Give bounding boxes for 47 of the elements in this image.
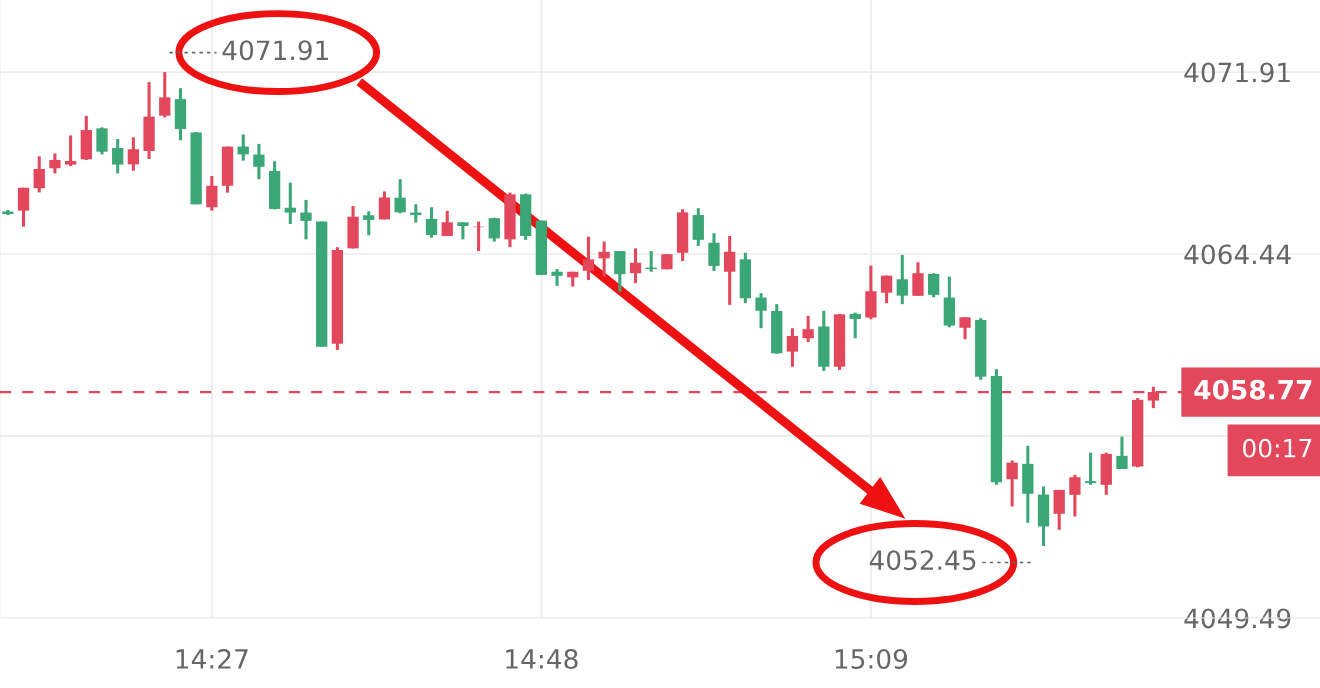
candlestick — [17, 187, 30, 227]
candlestick — [300, 198, 312, 240]
y-tick-label: 4064.44 — [1184, 244, 1291, 265]
candlestick — [896, 253, 908, 306]
text: 00:17 — [1243, 438, 1312, 458]
y-tick-label: 4049.49 — [1184, 608, 1291, 629]
candlestick — [1053, 488, 1065, 530]
candlestick — [159, 72, 171, 118]
candlestick — [912, 262, 924, 296]
candlestick — [928, 273, 940, 298]
candlestick — [708, 233, 720, 272]
candlestick — [1116, 436, 1128, 469]
annotation: 4052.45 — [869, 550, 976, 571]
candlestick — [284, 182, 296, 225]
candlestick — [253, 142, 265, 181]
candlestick — [598, 241, 610, 277]
candlestick — [614, 251, 626, 292]
candlestick — [1084, 452, 1097, 485]
candlestick — [755, 293, 767, 329]
candlestick — [33, 156, 45, 193]
candlestick — [112, 139, 124, 174]
candlestick — [394, 179, 406, 214]
candlestick — [849, 312, 861, 340]
candlestick — [1006, 460, 1018, 507]
x-tick-label: 15:09 — [835, 649, 908, 669]
candlestick — [363, 211, 375, 237]
candlestick — [96, 127, 108, 155]
candlestick — [1069, 473, 1081, 517]
candlestick — [582, 236, 595, 281]
candlestick — [378, 191, 391, 220]
candlestick — [127, 137, 140, 171]
annotation: 4071.91 — [222, 40, 328, 61]
x-tick-label: 14:27 — [176, 649, 248, 669]
candlestick — [959, 317, 971, 341]
candlestick — [786, 328, 799, 367]
candlestick — [724, 234, 736, 305]
x-tick-label: 14:48 — [506, 649, 578, 669]
candlestick — [206, 176, 218, 211]
candlestick — [441, 209, 453, 236]
candlestick — [49, 153, 61, 174]
ref-line-label: 4058.77 — [1194, 379, 1312, 400]
candlestick — [629, 248, 642, 285]
candlestick — [802, 314, 814, 344]
y-tick-label: 4071.91 — [1184, 62, 1290, 83]
candlestick — [880, 275, 893, 305]
candlestick — [425, 207, 438, 238]
candlestick — [64, 135, 77, 168]
